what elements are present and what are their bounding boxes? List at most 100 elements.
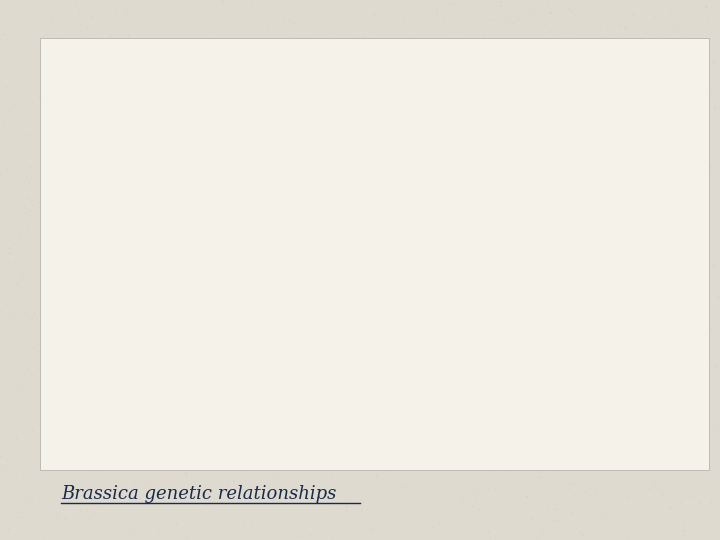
- Point: [243, 389, 255, 398]
- Point: [371, 482, 382, 491]
- Point: [260, 168, 271, 177]
- Point: [582, 258, 594, 267]
- Point: [226, 45, 238, 54]
- Point: [235, 239, 247, 248]
- Point: [299, 188, 310, 197]
- Point: [220, 42, 232, 50]
- Point: [233, 426, 245, 434]
- Point: [533, 127, 544, 136]
- Point: [157, 116, 168, 124]
- Point: [21, 403, 32, 411]
- Point: [60, 40, 71, 49]
- Point: [123, 31, 135, 40]
- Point: [91, 78, 102, 86]
- Point: [478, 141, 490, 150]
- Point: [636, 44, 648, 52]
- Point: [250, 449, 261, 457]
- Point: [296, 532, 307, 540]
- Point: [556, 396, 567, 404]
- Point: [145, 205, 157, 213]
- Point: [356, 35, 368, 44]
- Point: [262, 195, 274, 204]
- Point: [39, 536, 50, 540]
- Point: [233, 426, 244, 435]
- Point: [368, 51, 379, 60]
- Point: [0, 170, 6, 179]
- Point: [88, 150, 99, 158]
- Point: [97, 341, 109, 350]
- Point: [527, 8, 539, 17]
- Point: [289, 89, 300, 98]
- Point: [270, 67, 282, 76]
- Point: [329, 73, 341, 82]
- Point: [17, 492, 29, 501]
- Point: [310, 369, 321, 378]
- Point: [486, 215, 498, 224]
- Point: [603, 67, 615, 76]
- Point: [353, 124, 364, 133]
- Point: [238, 312, 249, 321]
- Point: [311, 312, 323, 320]
- Point: [640, 271, 652, 280]
- Point: [623, 125, 634, 134]
- Point: [181, 469, 192, 478]
- Point: [451, 64, 462, 72]
- Point: [253, 288, 264, 297]
- Point: [104, 299, 116, 308]
- Point: [325, 130, 337, 138]
- Point: [559, 44, 570, 52]
- Point: [91, 388, 102, 396]
- Point: [92, 505, 104, 514]
- Point: [189, 437, 201, 446]
- Point: [125, 306, 136, 314]
- Point: [135, 320, 146, 328]
- Point: [485, 16, 497, 24]
- Point: [380, 265, 392, 274]
- Point: [421, 335, 433, 343]
- Point: [495, 185, 506, 194]
- Point: [662, 514, 674, 523]
- Point: [319, 219, 330, 228]
- Point: [377, 314, 388, 322]
- Point: [644, 444, 655, 453]
- Point: [252, 43, 264, 52]
- Point: [395, 458, 407, 467]
- Point: [104, 430, 115, 438]
- Point: [459, 203, 470, 212]
- Point: [276, 125, 288, 134]
- Point: [626, 395, 637, 404]
- Point: [380, 264, 392, 273]
- Point: [120, 435, 131, 444]
- Point: [244, 514, 256, 522]
- Point: [78, 25, 89, 34]
- Point: [310, 346, 322, 354]
- Point: [469, 239, 480, 248]
- Point: [683, 405, 694, 414]
- Point: [364, 189, 376, 198]
- Point: [96, 467, 108, 476]
- Point: [563, 199, 575, 207]
- Point: [117, 187, 128, 195]
- Point: [462, 506, 474, 515]
- Point: [116, 460, 127, 468]
- Point: [670, 91, 682, 100]
- Point: [672, 294, 683, 303]
- Point: [264, 172, 276, 181]
- Point: [143, 342, 155, 350]
- Point: [556, 221, 567, 230]
- Point: [709, 102, 720, 111]
- Point: [45, 434, 57, 443]
- Point: [705, 353, 716, 362]
- Point: [582, 63, 594, 72]
- Point: [30, 393, 42, 402]
- Point: [107, 102, 118, 110]
- Point: [337, 79, 348, 88]
- Point: [472, 490, 483, 499]
- Point: [616, 178, 628, 187]
- Point: [126, 355, 138, 364]
- Point: [46, 85, 58, 93]
- Point: [665, 503, 676, 512]
- Point: [494, 219, 505, 228]
- Point: [413, 187, 425, 195]
- Point: [672, 17, 684, 25]
